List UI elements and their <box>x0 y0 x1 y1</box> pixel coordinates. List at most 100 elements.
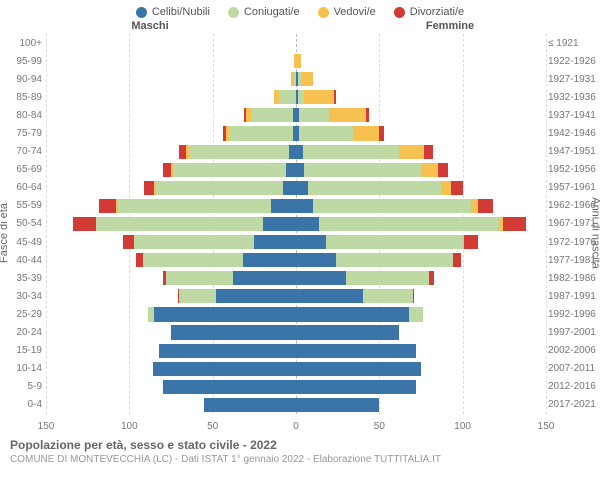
legend-item: Divorziati/e <box>394 6 464 18</box>
x-tick: 50 <box>374 421 385 432</box>
year-label: 1937-1941 <box>548 110 598 121</box>
female-bar <box>296 217 546 231</box>
bar-segment <box>134 235 254 249</box>
x-tick: 150 <box>538 421 555 432</box>
bar-segment <box>136 253 143 267</box>
bar-group <box>46 199 546 213</box>
age-label: 50-54 <box>4 218 42 229</box>
age-label: 75-79 <box>4 128 42 139</box>
bar-segment <box>296 325 399 339</box>
bar-segment <box>353 126 380 140</box>
male-bar <box>46 54 296 68</box>
bar-group <box>46 108 546 122</box>
year-label: 1977-1981 <box>548 255 598 266</box>
bar-segment <box>296 199 313 213</box>
bar-segment <box>159 344 296 358</box>
age-label: 5-9 <box>4 381 42 392</box>
age-row: 25-291992-1996 <box>46 305 546 323</box>
female-bar <box>296 398 546 412</box>
bar-segment <box>156 181 283 195</box>
bar-segment <box>298 90 305 104</box>
female-bar <box>296 253 546 267</box>
female-bar <box>296 90 546 104</box>
bar-segment <box>154 307 296 321</box>
legend-label: Coniugati/e <box>244 6 300 18</box>
female-bar <box>296 181 546 195</box>
age-label: 15-19 <box>4 345 42 356</box>
bar-segment <box>308 181 441 195</box>
age-row: 55-591962-1966 <box>46 197 546 215</box>
male-bar <box>46 163 296 177</box>
bar-segment <box>296 253 336 267</box>
male-bar <box>46 217 296 231</box>
age-label: 60-64 <box>4 182 42 193</box>
female-bar <box>296 126 546 140</box>
x-axis: 15010050050100150 <box>46 416 546 432</box>
bar-segment <box>96 217 263 231</box>
rows-container: 100+≤ 192195-991922-192690-941927-193185… <box>46 34 546 414</box>
bar-segment <box>73 217 96 231</box>
year-label: 2007-2011 <box>548 363 598 374</box>
bar-segment <box>179 145 186 159</box>
bar-segment <box>123 235 135 249</box>
bar-segment <box>409 307 422 321</box>
age-row: 50-541967-1971 <box>46 215 546 233</box>
male-bar <box>46 72 296 86</box>
male-bar <box>46 253 296 267</box>
year-label: 1932-1936 <box>548 92 598 103</box>
bar-segment <box>263 217 296 231</box>
age-row: 45-491972-1976 <box>46 233 546 251</box>
bar-segment <box>289 145 296 159</box>
bar-segment <box>326 235 463 249</box>
year-label: 2012-2016 <box>548 381 598 392</box>
age-row: 75-791942-1946 <box>46 124 546 142</box>
female-bar <box>296 289 546 303</box>
female-bar <box>296 72 546 86</box>
chart-subtitle: COMUNE DI MONTEVECCHIA (LC) - Dati ISTAT… <box>10 454 590 465</box>
bar-group <box>46 344 546 358</box>
bar-segment <box>143 253 243 267</box>
bar-segment <box>336 253 453 267</box>
bar-segment <box>478 199 493 213</box>
bar-segment <box>204 398 296 412</box>
male-bar <box>46 235 296 249</box>
bar-segment <box>296 163 304 177</box>
female-bar <box>296 271 546 285</box>
column-headers: Maschi Femmine <box>0 20 600 32</box>
legend-swatch <box>318 7 329 18</box>
male-bar <box>46 380 296 394</box>
year-label: 2002-2006 <box>548 345 598 356</box>
male-bar <box>46 362 296 376</box>
female-bar <box>296 145 546 159</box>
age-label: 20-24 <box>4 327 42 338</box>
bar-segment <box>421 163 438 177</box>
bar-segment <box>233 271 296 285</box>
bar-group <box>46 307 546 321</box>
bar-segment <box>118 199 271 213</box>
year-label: ≤ 1921 <box>548 38 598 49</box>
age-label: 40-44 <box>4 255 42 266</box>
bar-segment <box>296 307 409 321</box>
female-bar <box>296 325 546 339</box>
bar-segment <box>366 108 369 122</box>
female-bar <box>296 307 546 321</box>
bar-segment <box>296 54 301 68</box>
legend-label: Celibi/Nubili <box>152 6 210 18</box>
age-row: 100+≤ 1921 <box>46 34 546 52</box>
bar-group <box>46 380 546 394</box>
male-bar <box>46 398 296 412</box>
legend-label: Divorziati/e <box>410 6 464 18</box>
age-row: 85-891932-1936 <box>46 88 546 106</box>
bar-segment <box>296 271 346 285</box>
male-bar <box>46 289 296 303</box>
age-label: 10-14 <box>4 363 42 374</box>
bar-segment <box>173 163 286 177</box>
bar-segment <box>243 253 296 267</box>
bar-segment <box>296 344 416 358</box>
header-female: Femmine <box>340 20 600 32</box>
male-bar <box>46 126 296 140</box>
bar-segment <box>279 90 296 104</box>
male-bar <box>46 344 296 358</box>
bar-segment <box>299 126 352 140</box>
male-bar <box>46 325 296 339</box>
